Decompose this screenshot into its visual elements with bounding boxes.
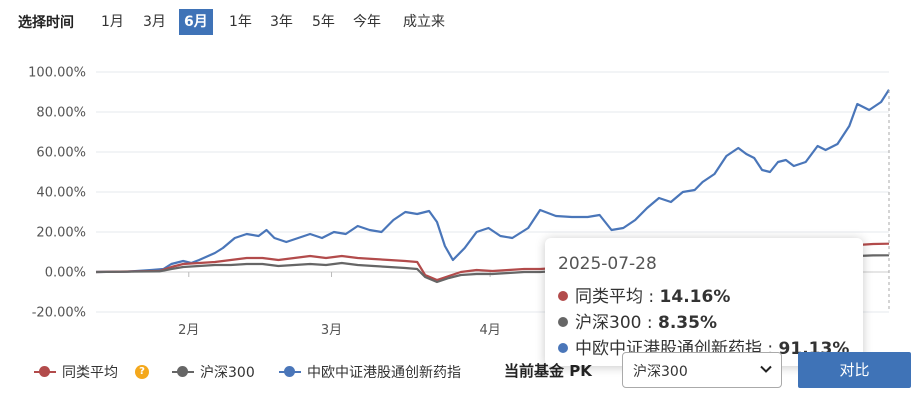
tab-3-month[interactable]: 3月 xyxy=(143,14,166,30)
x-tick-label: 4月 xyxy=(479,323,500,338)
x-tick-label: 3月 xyxy=(321,323,342,338)
series-line xyxy=(95,89,890,274)
tab-this-year[interactable]: 今年 xyxy=(353,14,381,30)
tooltip-dot xyxy=(558,317,568,327)
help-icon[interactable]: ? xyxy=(135,365,149,379)
pk-label: 当前基金 PK xyxy=(504,362,592,380)
tooltip-dot xyxy=(558,291,568,301)
benchmark-select[interactable]: 沪深300 xyxy=(622,352,782,388)
tab-5-year[interactable]: 5年 xyxy=(312,14,335,30)
legend-item-fund[interactable]: 中欧中证港股通创新药指 xyxy=(279,362,479,382)
tooltip-series-name: 同类平均 xyxy=(575,287,643,307)
tab-since-inception[interactable]: 成立来 xyxy=(403,14,445,30)
y-tick-label: 0.00% xyxy=(45,266,86,281)
x-tick-label: 2月 xyxy=(178,323,199,338)
compare-button[interactable]: 对比 xyxy=(798,352,911,388)
tooltip-row: 沪深300 : 8.35% xyxy=(558,308,717,333)
range-label: 选择时间 xyxy=(18,15,74,31)
tab-6-month[interactable]: 6月 xyxy=(179,9,213,35)
legend-label: 同类平均 xyxy=(62,365,118,381)
y-tick-label: -20.00% xyxy=(32,306,86,321)
performance-chart: 100.00% 80.00% 60.00% 40.00% 20.00% 0.00% -20.… xyxy=(28,66,890,338)
tab-1-month[interactable]: 1月 xyxy=(101,14,124,30)
legend-label: 中欧中证港股通创新药指 xyxy=(307,365,461,381)
tooltip-date: 2025-07-28 xyxy=(558,254,657,274)
y-tick-label: 100.00% xyxy=(28,66,86,81)
tooltip-series-name: 沪深300 xyxy=(575,313,642,333)
y-tick-label: 20.00% xyxy=(36,226,86,241)
legend-dot xyxy=(177,366,188,377)
y-axis-ticks: 100.00% 80.00% 60.00% 40.00% 20.00% 0.00% -20.… xyxy=(28,66,86,321)
tooltip-row: 同类平均 : 14.16% xyxy=(558,282,730,307)
legend-item-peer-average[interactable]: 同类平均 ? xyxy=(34,362,152,382)
tooltip-dot xyxy=(558,343,568,353)
tab-3-year[interactable]: 3年 xyxy=(270,14,293,30)
legend-dot xyxy=(284,366,295,377)
time-range-bar: 选择时间 1月 3月 6月 1年 3年 5年 今年 成立来 xyxy=(0,0,924,44)
legend-dot xyxy=(39,366,50,377)
tab-1-year[interactable]: 1年 xyxy=(229,14,252,30)
legend-item-csi300[interactable]: 沪深300 xyxy=(172,362,264,382)
tooltip-value: 8.35% xyxy=(658,313,717,333)
legend-label: 沪深300 xyxy=(200,365,255,381)
benchmark-select-value: 沪深300 xyxy=(633,364,688,380)
y-tick-label: 40.00% xyxy=(36,186,86,201)
chevron-down-icon xyxy=(760,365,772,373)
y-tick-label: 60.00% xyxy=(36,146,86,161)
tooltip-value: 14.16% xyxy=(659,287,731,307)
y-tick-label: 80.00% xyxy=(36,106,86,121)
chart-tooltip: 2025-07-28 同类平均 : 14.16% 沪深300 : 8.35% 中… xyxy=(545,238,863,366)
